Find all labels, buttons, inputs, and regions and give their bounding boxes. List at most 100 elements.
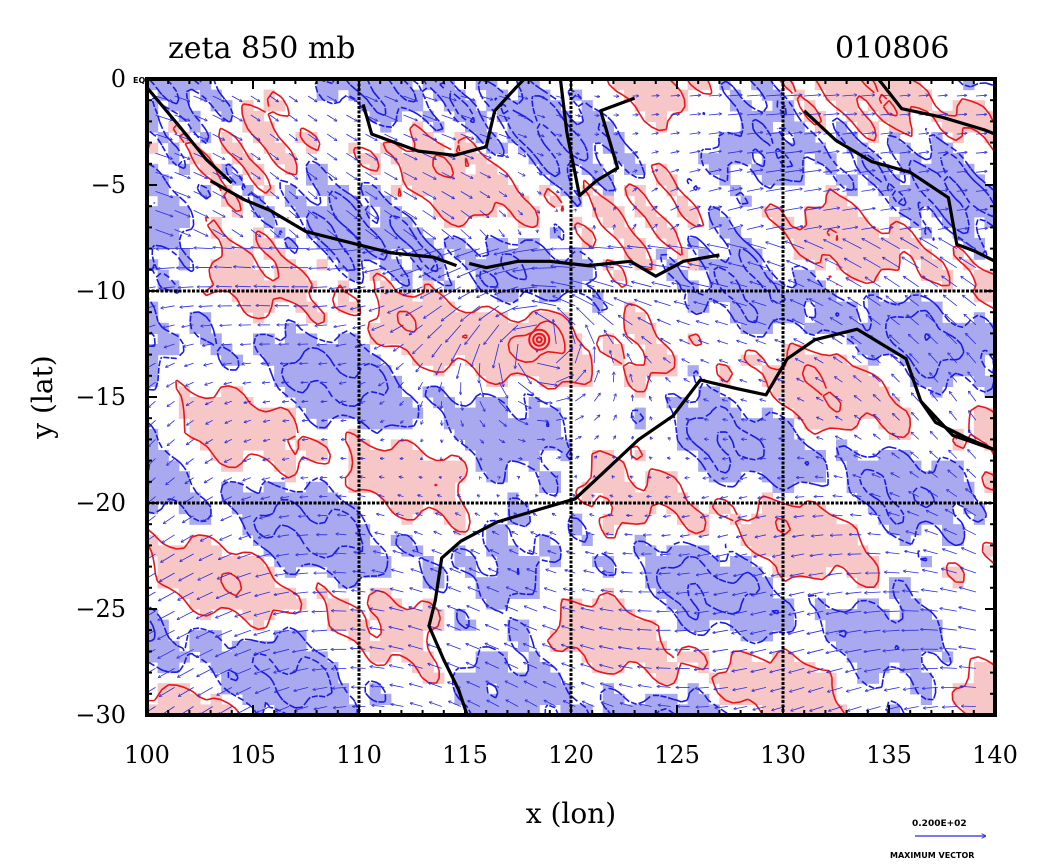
positive-cell	[984, 428, 995, 440]
positive-cell	[443, 195, 455, 207]
wind-vector	[313, 668, 328, 670]
wind-vector	[403, 210, 417, 218]
negative-cell	[528, 79, 540, 91]
positive-cell	[963, 704, 975, 715]
wind-vector	[262, 363, 271, 364]
wind-vector	[365, 210, 377, 218]
positive-cell	[867, 132, 879, 144]
negative-cell	[751, 163, 763, 175]
positive-cell	[910, 89, 922, 101]
negative-cell	[157, 206, 169, 218]
positive-cell	[708, 672, 720, 684]
wind-vector	[174, 191, 190, 197]
wind-vector	[212, 229, 225, 237]
negative-cell	[687, 291, 699, 303]
negative-cell	[581, 142, 593, 154]
positive-cell	[231, 577, 243, 589]
negative-cell	[518, 428, 530, 440]
negative-cell	[507, 291, 519, 303]
wind-vector	[253, 267, 271, 268]
negative-cell	[253, 640, 265, 652]
positive-cell	[210, 269, 222, 281]
positive-cell	[624, 301, 636, 313]
positive-cell	[401, 471, 413, 483]
positive-cell	[200, 577, 212, 589]
negative-cell	[698, 598, 710, 610]
negative-cell	[645, 693, 657, 705]
negative-cell	[942, 153, 954, 165]
negative-cell	[147, 227, 159, 239]
wind-vector	[254, 648, 271, 654]
negative-cell	[740, 619, 752, 631]
wind-vector	[422, 95, 437, 101]
wind-vector	[365, 152, 376, 160]
negative-cell	[846, 619, 858, 631]
wind-vector	[333, 591, 347, 592]
positive-cell	[613, 492, 625, 504]
wind-vector	[902, 611, 919, 612]
positive-cell	[804, 503, 816, 515]
negative-cell	[539, 534, 551, 546]
wind-vector	[338, 363, 347, 365]
negative-cell	[422, 259, 434, 271]
negative-cell	[327, 704, 339, 715]
negative-cell	[507, 577, 519, 589]
positive-cell	[867, 79, 879, 91]
wind-vector	[330, 286, 347, 289]
negative-cell	[486, 587, 498, 599]
positive-cell	[369, 460, 381, 472]
wind-vector	[399, 381, 404, 387]
negative-cell	[836, 439, 848, 451]
y-tick-labels: 0−5−10−15−20−25−30	[75, 65, 126, 729]
negative-cell	[708, 407, 720, 419]
wind-vector	[237, 572, 252, 578]
wind-vector	[245, 439, 252, 441]
positive-cell	[634, 312, 646, 324]
wind-vector	[178, 591, 194, 600]
negative-cell	[963, 344, 975, 356]
positive-cell	[253, 439, 265, 451]
negative-cell	[730, 566, 742, 578]
negative-cell	[920, 693, 932, 705]
negative-cell	[401, 534, 413, 546]
positive-cell	[571, 609, 583, 621]
wind-vector	[162, 534, 175, 543]
negative-cell	[825, 301, 837, 313]
negative-cell	[846, 609, 858, 621]
negative-cell	[327, 365, 339, 377]
negative-cell	[920, 492, 932, 504]
wind-vector	[174, 133, 190, 140]
negative-cell	[857, 163, 869, 175]
negative-cell	[984, 375, 995, 387]
positive-cell	[783, 693, 795, 705]
positive-cell	[412, 471, 424, 483]
wind-vector	[236, 591, 252, 597]
negative-cell	[687, 704, 699, 715]
positive-cell	[380, 322, 392, 334]
negative-cell	[761, 174, 773, 186]
positive-cell	[443, 153, 455, 165]
negative-cell	[507, 693, 519, 705]
positive-cell	[507, 206, 519, 218]
positive-cell	[401, 439, 413, 451]
positive-cell	[634, 513, 646, 525]
negative-cell	[486, 577, 498, 589]
negative-cell	[560, 269, 572, 281]
negative-cell	[719, 407, 731, 419]
y-tick-label: −25	[75, 595, 126, 623]
wind-vector	[155, 171, 173, 178]
negative-cell	[528, 460, 540, 472]
negative-cell	[327, 662, 339, 674]
negative-cell	[920, 503, 932, 515]
positive-cell	[836, 79, 848, 91]
wind-vector	[383, 267, 404, 274]
negative-cell	[528, 397, 540, 409]
negative-cell	[730, 556, 742, 568]
negative-cell	[952, 471, 964, 483]
negative-cell	[518, 693, 530, 705]
negative-cell	[899, 460, 911, 472]
positive-cell	[677, 503, 689, 515]
positive-cell	[814, 534, 826, 546]
negative-cell	[698, 428, 710, 440]
negative-cell	[263, 545, 275, 557]
